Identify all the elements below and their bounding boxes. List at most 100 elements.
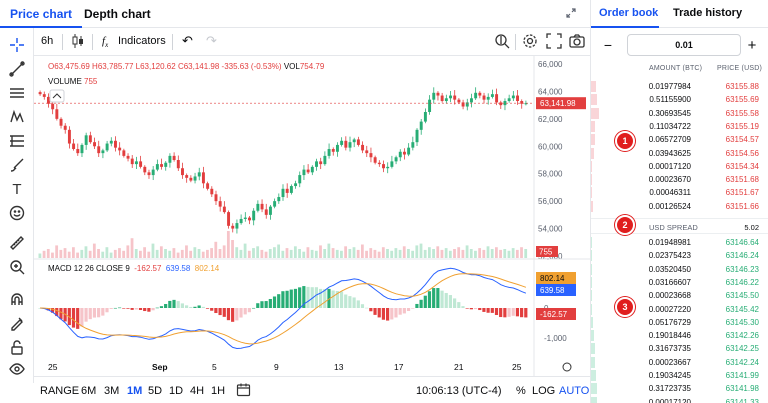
price-header: PRICE (USD) (717, 65, 762, 72)
macd-hist-label: -162.57 (540, 310, 568, 319)
tab-price-chart[interactable]: Price chart (10, 7, 73, 21)
lock-drawing-icon[interactable] (8, 314, 26, 332)
increment-button[interactable]: + (747, 36, 757, 54)
fib-icon[interactable] (8, 132, 26, 150)
ask-row[interactable]: 0.00126524 63151.66 (591, 200, 768, 213)
ask-row[interactable]: 0.03943625 63154.56 (591, 147, 768, 160)
bid-row[interactable]: 0.01948981 63146.64 (591, 236, 768, 249)
ask-row[interactable]: 0.01977984 63155.88 (591, 80, 768, 93)
ask-row[interactable]: 0.30693545 63155.58 (591, 107, 768, 120)
volume-bar (206, 249, 209, 258)
interval-selector[interactable]: 6h (41, 35, 54, 47)
eye-icon[interactable] (8, 360, 26, 378)
bid-row[interactable]: 0.19018446 63142.26 (591, 329, 768, 342)
ask-price: 63151.68 (725, 175, 759, 185)
date-range-icon[interactable] (236, 382, 251, 400)
candle-body (361, 144, 365, 151)
volume-bar (482, 249, 486, 258)
ask-row[interactable]: 0.00023670 63151.68 (591, 173, 768, 186)
auto-toggle[interactable]: AUTO (559, 385, 590, 397)
bid-row[interactable]: 0.03520450 63146.23 (591, 263, 768, 276)
fullscreen-icon[interactable] (546, 33, 562, 52)
unlock-icon[interactable] (8, 338, 26, 356)
bid-row[interactable]: 0.31723735 63141.98 (591, 382, 768, 395)
ask-amount: 0.00023670 (648, 175, 691, 185)
range-5d[interactable]: 5D (148, 385, 163, 397)
redo-icon[interactable]: ↷ (206, 33, 217, 48)
price-tick-label: 60,000 (538, 142, 563, 151)
bid-row[interactable]: 0.00023668 63145.50 (591, 289, 768, 302)
ask-row[interactable]: 0.51155900 63155.69 (591, 93, 768, 106)
macd-histogram-bar (197, 305, 201, 308)
log-toggle[interactable]: LOG (532, 385, 556, 397)
ask-row[interactable]: 0.11034722 63155.19 (591, 120, 768, 133)
price-step-field[interactable]: 0.01 (627, 34, 741, 56)
volume-bar (147, 251, 151, 258)
range-1m[interactable]: 1M (127, 385, 143, 397)
brush-icon[interactable] (8, 156, 26, 174)
text-icon[interactable]: T (12, 180, 22, 198)
bid-row[interactable]: 0.00027220 63145.42 (591, 303, 768, 316)
bid-amount: 0.31723735 (648, 384, 691, 394)
time-axis-label: 9 (274, 362, 279, 372)
indicators-button[interactable]: Indicators (118, 35, 166, 47)
range-1d[interactable]: 1D (169, 385, 184, 397)
indicators-icon[interactable]: fx (102, 35, 109, 50)
ruler-icon[interactable] (8, 234, 26, 252)
range-1h[interactable]: 1H (211, 385, 226, 397)
channel-icon[interactable] (8, 84, 26, 102)
range-3m[interactable]: 3M (104, 385, 120, 397)
percent-toggle[interactable]: % (516, 385, 526, 397)
candle-body (93, 142, 97, 147)
search-chart-icon[interactable] (494, 33, 510, 52)
bid-row[interactable]: 0.31673735 63142.25 (591, 342, 768, 355)
pattern-icon[interactable] (8, 108, 26, 126)
tab-depth-chart[interactable]: Depth chart (84, 7, 151, 21)
magnet-icon[interactable] (8, 290, 26, 308)
range-6m[interactable]: 6M (81, 385, 97, 397)
ask-amount: 0.01977984 (648, 82, 691, 91)
gear-icon[interactable] (522, 33, 538, 52)
candle-body (47, 96, 50, 104)
macd-histogram-bar (448, 295, 453, 308)
ask-row[interactable]: 0.00017120 63154.34 (591, 160, 768, 173)
volume-bar (97, 249, 100, 258)
depth-bar (591, 160, 592, 172)
candle-body (423, 112, 427, 122)
bid-row[interactable]: 0.03166607 63146.22 (591, 276, 768, 289)
volume-bar (289, 249, 293, 258)
volume-bar (402, 246, 406, 258)
candle-style-icon[interactable] (71, 33, 85, 52)
ohlc-high: H63,785.77 (92, 62, 134, 71)
zoom-in-icon[interactable] (8, 258, 26, 276)
tab-trade-history[interactable]: Trade history (673, 7, 743, 19)
bid-row[interactable]: 0.05176729 63145.30 (591, 316, 768, 329)
bid-row[interactable]: 0.02375423 63146.24 (591, 249, 768, 262)
ask-row[interactable]: 0.06572709 63154.57 (591, 133, 768, 146)
bid-row[interactable]: 0.19034245 63141.99 (591, 369, 768, 382)
macd-histogram-bar (277, 294, 281, 308)
camera-icon[interactable] (569, 33, 585, 52)
bid-row[interactable]: 0.00017120 63141.33 (591, 396, 768, 403)
candle-body (490, 94, 494, 97)
trendline-icon[interactable] (8, 60, 26, 78)
expand-icon[interactable] (566, 8, 576, 21)
volume-bar (226, 231, 230, 258)
depth-bar (591, 81, 596, 92)
range-4h[interactable]: 4H (190, 385, 205, 397)
macd-histogram-bar (473, 308, 478, 310)
emoji-icon[interactable] (8, 204, 26, 222)
undo-icon[interactable]: ↶ (182, 33, 193, 48)
decrement-button[interactable]: − (603, 37, 613, 53)
volume-bar (469, 249, 473, 258)
candle-body (440, 95, 444, 102)
ask-row[interactable]: 0.00046311 63151.67 (591, 186, 768, 199)
bid-row[interactable]: 0.00023667 63142.24 (591, 356, 768, 369)
chart-canvas[interactable]: 66,000 64,000 62,000 60,000 58,000 56,000 54,0… (34, 56, 590, 376)
tab-order-book[interactable]: Order book (599, 7, 659, 19)
macd-histogram-bar (134, 308, 138, 310)
price-chart[interactable]: 66,000 64,000 62,000 60,000 58,000 56,000 54,0… (34, 56, 590, 376)
macd-histogram-bar (172, 299, 176, 308)
crosshair-icon[interactable] (8, 36, 26, 54)
time-axis-label: 13 (334, 362, 344, 372)
